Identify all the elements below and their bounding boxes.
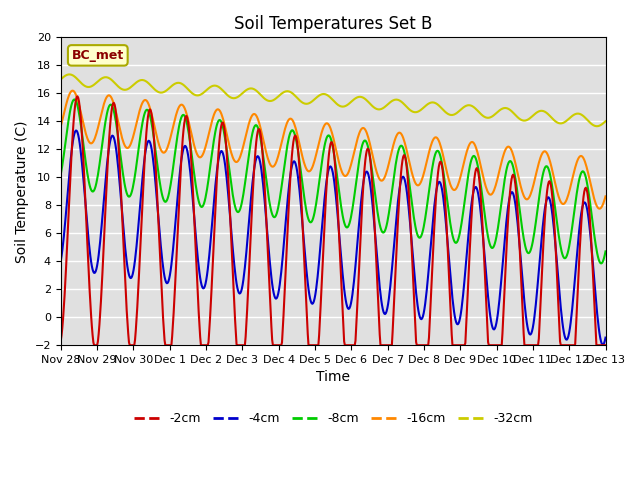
-4cm (602, 335, 609, 340)
-2cm (417, 342, 424, 348)
-32cm (416, 108, 424, 113)
-8cm (67, 106, 74, 111)
-16cm (69, 88, 77, 94)
-4cm (57, 258, 65, 264)
-4cm (72, 128, 80, 133)
Title: Soil Temperatures Set B: Soil Temperatures Set B (234, 15, 433, 33)
-16cm (596, 206, 604, 212)
-8cm (602, 249, 609, 254)
-4cm (208, 227, 216, 233)
-32cm (65, 72, 73, 77)
-8cm (179, 112, 187, 118)
-16cm (208, 120, 216, 126)
-2cm (602, 342, 609, 348)
Line: -16cm: -16cm (61, 91, 605, 209)
Line: -8cm: -8cm (61, 99, 605, 264)
Text: BC_met: BC_met (72, 49, 124, 62)
-32cm (400, 101, 408, 107)
-32cm (208, 84, 216, 89)
-32cm (124, 86, 131, 92)
-4cm (598, 342, 606, 348)
-4cm (416, 314, 424, 320)
-2cm (180, 127, 188, 133)
-8cm (400, 148, 408, 154)
-2cm (57, 338, 65, 344)
-8cm (416, 235, 424, 240)
-2cm (124, 330, 132, 336)
-32cm (57, 76, 65, 82)
-16cm (57, 123, 65, 129)
-4cm (67, 157, 74, 163)
-16cm (124, 145, 131, 151)
-2cm (74, 94, 81, 99)
-2cm (401, 153, 408, 158)
-32cm (179, 82, 187, 87)
-8cm (70, 96, 78, 102)
-16cm (400, 137, 408, 143)
-8cm (208, 154, 216, 160)
-2cm (209, 271, 216, 276)
Line: -32cm: -32cm (61, 74, 605, 126)
-32cm (68, 72, 76, 78)
-2cm (90, 342, 98, 348)
-16cm (179, 102, 187, 108)
-32cm (593, 123, 601, 129)
-4cm (179, 149, 187, 155)
-32cm (602, 119, 609, 124)
Legend: -2cm, -4cm, -8cm, -16cm, -32cm: -2cm, -4cm, -8cm, -16cm, -32cm (129, 407, 538, 430)
-16cm (67, 89, 74, 95)
-4cm (124, 264, 131, 270)
-16cm (602, 193, 609, 199)
-2cm (67, 168, 74, 174)
Y-axis label: Soil Temperature (C): Soil Temperature (C) (15, 120, 29, 263)
Line: -2cm: -2cm (61, 96, 605, 345)
-8cm (597, 261, 605, 266)
Line: -4cm: -4cm (61, 131, 605, 345)
-8cm (124, 192, 131, 198)
-4cm (400, 175, 408, 180)
X-axis label: Time: Time (316, 371, 350, 384)
-16cm (416, 181, 424, 187)
-8cm (57, 171, 65, 177)
